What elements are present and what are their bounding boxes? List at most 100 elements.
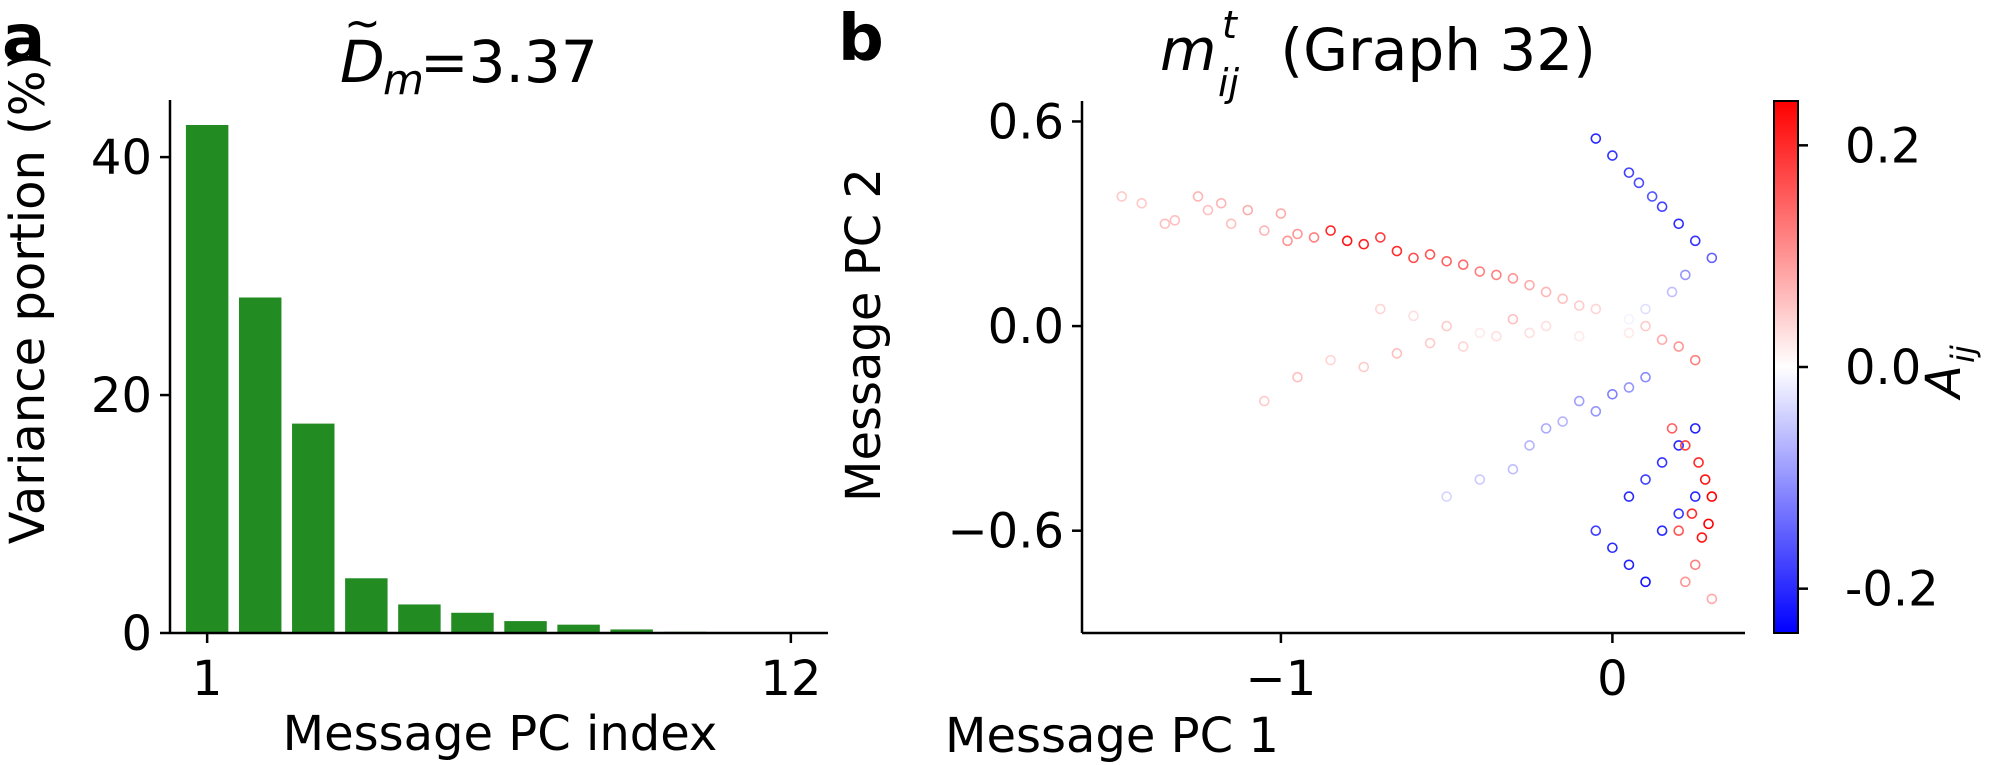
scatter-point (1391, 348, 1403, 359)
scatter-point (1524, 279, 1535, 291)
bar (185, 124, 229, 633)
colorbar: 0.2 0.0 -0.2 A ij (1773, 100, 1982, 634)
scatter-point (1656, 201, 1668, 213)
scatter-point (1169, 215, 1181, 226)
bar (238, 297, 282, 633)
scatter-point (1215, 198, 1227, 209)
bar (292, 423, 335, 633)
scatter-point (1633, 177, 1645, 189)
scatter-point (1686, 508, 1698, 519)
bar (398, 604, 441, 633)
colorbar-tick-label: 0.2 (1845, 118, 1921, 174)
panel-a-xlabel: Message PC index (283, 706, 718, 762)
scatter-point (1325, 354, 1336, 366)
scatter-point (1607, 150, 1618, 161)
panel-b-title-sub: ij (1218, 61, 1240, 105)
bar (451, 612, 494, 633)
scatter-point (1540, 320, 1552, 332)
x-tick-label: 0 (1597, 651, 1628, 707)
scatter-point (1573, 300, 1585, 311)
scatter-point (1706, 252, 1718, 264)
scatter-point (1474, 266, 1486, 277)
scatter-point (1680, 440, 1691, 451)
scatter-point (1607, 337, 1618, 349)
colorbar-tick-label: -0.2 (1845, 562, 1939, 618)
scatter-point (1358, 238, 1370, 250)
y-tick-label: 0.0 (988, 299, 1064, 355)
scatter-point (1590, 525, 1602, 536)
colorbar-tick-label: 0.0 (1845, 340, 1921, 396)
panel-a-title: D ~ m =3.37 (340, 0, 598, 104)
scatter-point (1292, 228, 1303, 240)
panel-b-ylabel: Message PC 2 (836, 168, 892, 502)
scatter-points (1116, 133, 1718, 605)
scatter-point (1507, 464, 1519, 475)
scatter-point (1259, 225, 1270, 236)
scatter-point (1623, 167, 1635, 178)
scatter-point (1673, 218, 1684, 230)
colorbar-ticks: 0.2 0.0 -0.2 (1798, 118, 1939, 618)
y-tick-label: 20 (91, 368, 152, 424)
scatter-point (1656, 334, 1668, 346)
scatter-point (1375, 303, 1386, 315)
scatter-point (1703, 518, 1714, 530)
scatter-point (1424, 337, 1436, 349)
x-tick-label: 1 (192, 651, 223, 707)
scatter-point (1696, 532, 1708, 543)
scatter-point (1607, 542, 1618, 554)
bar (610, 629, 653, 633)
scatter-point (1673, 525, 1684, 536)
panel-b-title-rest: (Graph 32) (1262, 16, 1596, 84)
panel-b-label: b (838, 2, 884, 76)
scatter-point (1408, 310, 1419, 322)
scatter-point (1325, 225, 1336, 236)
scatter-point (1474, 474, 1486, 485)
scatter-point (1673, 508, 1684, 519)
scatter-point (1524, 327, 1535, 339)
panel-a-label: a (2, 2, 45, 76)
scatter-point (1159, 218, 1171, 230)
scatter-point (1640, 576, 1651, 588)
bar-series (185, 124, 813, 634)
y-tick-label: 0.6 (988, 94, 1064, 150)
bar (557, 624, 600, 633)
x-tick-label: 12 (760, 651, 821, 707)
scatter-point (1192, 191, 1204, 202)
scatter-point (1136, 198, 1147, 209)
scatter-point (1474, 327, 1486, 339)
scatter-point (1656, 457, 1668, 468)
scatter-point (1573, 331, 1585, 342)
scatter-point (1391, 245, 1403, 257)
bar (504, 621, 547, 633)
panel-a-axes: 0 20 40 1 12 (91, 100, 828, 707)
y-tick-label: 40 (91, 130, 152, 186)
scatter-point (1706, 491, 1718, 502)
scatter-point (1640, 303, 1651, 315)
scatter-point (1507, 313, 1519, 325)
scatter-point (1441, 320, 1452, 332)
scatter-point (1573, 395, 1585, 407)
scatter-point (1590, 303, 1602, 315)
scatter-point (1275, 208, 1287, 219)
scatter-point (1693, 457, 1704, 468)
scatter-point (1640, 474, 1651, 485)
scatter-point (1673, 440, 1684, 451)
scatter-point (1590, 406, 1602, 417)
scatter-point (1424, 249, 1436, 260)
scatter-point (1557, 416, 1568, 427)
y-tick-label: 0 (121, 606, 152, 662)
scatter-point (1358, 361, 1370, 373)
scatter-point (1540, 423, 1552, 434)
scatter-point (1557, 293, 1568, 305)
scatter-point (1706, 593, 1718, 605)
scatter-point (1491, 269, 1502, 281)
scatter-point (1282, 235, 1293, 247)
scatter-point (1689, 491, 1701, 502)
panel-a-title-tilde: ~ (344, 0, 381, 49)
scatter-point (1689, 559, 1701, 571)
scatter-point (1646, 191, 1658, 202)
scatter-point (1640, 320, 1651, 332)
y-tick-label: −0.6 (947, 504, 1064, 560)
